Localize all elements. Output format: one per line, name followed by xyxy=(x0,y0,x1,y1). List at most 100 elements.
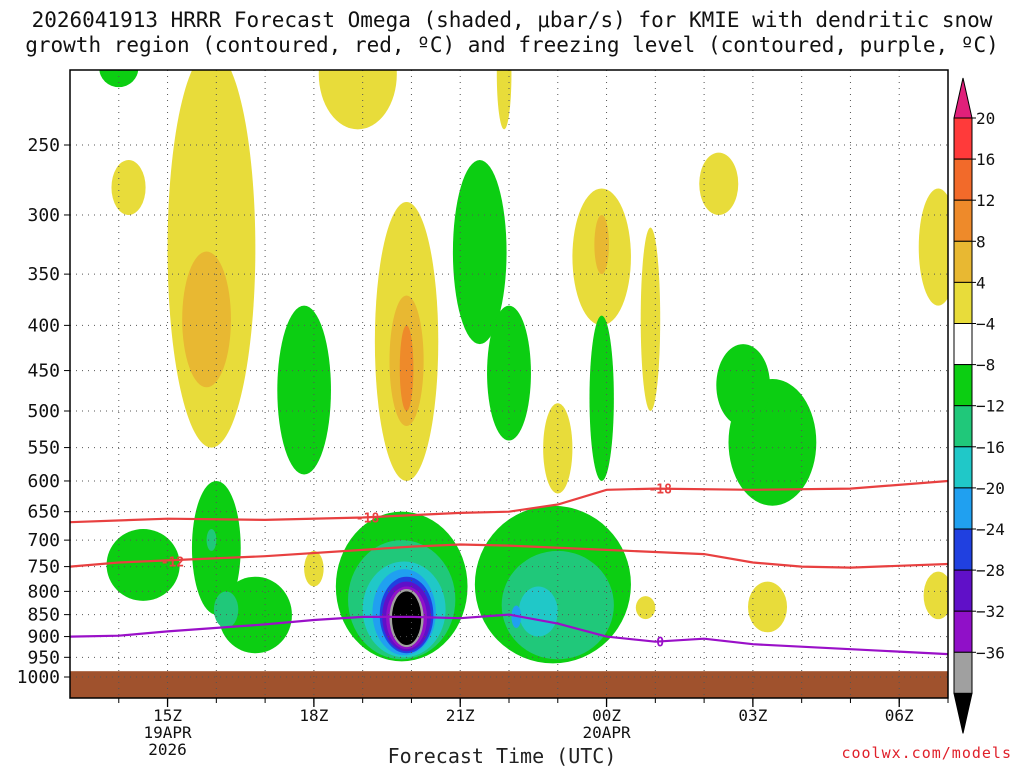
omega-cyan-area xyxy=(518,586,558,637)
y-tick-label: 650 xyxy=(27,502,60,523)
y-tick-label: 500 xyxy=(27,401,60,422)
omega-orange-area xyxy=(594,214,609,275)
y-tick-label: 450 xyxy=(27,361,60,382)
colorbar-label: −20 xyxy=(976,479,1005,498)
omega-yellow-area xyxy=(640,227,661,411)
contour-labels: -18 -18 -12 0 xyxy=(161,483,672,651)
colorbar-label: −8 xyxy=(976,356,995,375)
omega-green-area xyxy=(277,305,331,475)
y-axis: 2503003504004505005506006507007508008509… xyxy=(17,135,70,688)
omega-green-area xyxy=(589,315,614,481)
omega-teal-area xyxy=(501,550,614,660)
x-tick-label: 2026 xyxy=(148,740,187,759)
omega-green-area xyxy=(487,305,531,441)
y-tick-label: 550 xyxy=(27,438,60,459)
colorbar-segment xyxy=(953,364,973,407)
colorbar-arrow-bottom xyxy=(953,692,973,734)
contour-line xyxy=(70,479,948,524)
colorbar-segment xyxy=(953,281,973,324)
colorbar: 20 16 12 8 4 −4 −8 −12 −16 −20 −24 −28 −32 −36 xyxy=(953,77,1005,734)
ground-layer xyxy=(70,671,948,698)
omega-teal-area xyxy=(213,591,239,628)
omega-yellow-area xyxy=(111,160,146,215)
colorbar-label: 8 xyxy=(976,232,986,251)
omega-green-area xyxy=(99,70,139,88)
y-tick-label: 700 xyxy=(27,530,60,551)
colorbar-segment xyxy=(953,487,973,530)
colorbar-arrow-top xyxy=(953,77,973,119)
omega-yellow-area xyxy=(318,70,397,130)
omega-green-area xyxy=(716,344,770,427)
omega-green-area xyxy=(218,576,292,654)
colorbar-segment xyxy=(953,117,973,160)
temperature-contours xyxy=(70,479,948,656)
y-tick-label: 250 xyxy=(27,135,60,156)
colorbar-segment xyxy=(953,323,973,366)
x-tick-label: 20APR xyxy=(582,723,631,742)
y-tick-label: 900 xyxy=(27,627,60,648)
x-tick-label: 15Z xyxy=(153,706,182,725)
colorbar-label: 12 xyxy=(976,191,995,210)
omega-teal-area xyxy=(206,528,217,551)
x-tick-label: 18Z xyxy=(299,706,328,725)
omega-yellow-area xyxy=(923,571,948,620)
x-tick-label: 19APR xyxy=(143,723,192,742)
colorbar-label: −28 xyxy=(976,561,1005,580)
omega-yellow-area xyxy=(748,581,788,633)
colorbar-label: 16 xyxy=(976,150,995,169)
colorbar-label: −12 xyxy=(976,397,1005,416)
colorbar-segment xyxy=(953,405,973,448)
x-axis-title: Forecast Time (UTC) xyxy=(387,744,617,768)
credit-link[interactable]: coolwx.com/models xyxy=(841,744,1012,762)
y-tick-label: 750 xyxy=(27,557,60,578)
omega-green-area xyxy=(191,480,241,615)
contour-label: -18 xyxy=(356,512,380,527)
chart-title-line-2: growth region (contoured, red, ºC) and f… xyxy=(25,33,999,57)
omega-yellow-area xyxy=(167,70,256,448)
y-tick-label: 950 xyxy=(27,647,60,668)
colorbar-segment xyxy=(953,446,973,489)
y-tick-label: 600 xyxy=(27,471,60,492)
colorbar-segment xyxy=(953,651,973,694)
colorbar-segment xyxy=(953,158,973,201)
omega-yellow-area xyxy=(918,188,948,306)
omega-dark-orange-area xyxy=(399,325,414,411)
colorbar-segment xyxy=(953,610,973,653)
omega-green-area xyxy=(452,160,507,345)
colorbar-label: −24 xyxy=(976,520,1005,539)
colorbar-segment xyxy=(953,569,973,612)
contour-label: 0 xyxy=(656,636,664,651)
omega-green-area xyxy=(106,528,180,601)
omega-orange-area xyxy=(182,251,231,388)
omega-yellow-area xyxy=(496,70,512,130)
colorbar-label: 20 xyxy=(976,109,995,128)
x-tick-label: 06Z xyxy=(885,706,914,725)
y-tick-label: 350 xyxy=(27,264,60,285)
colorbar-label: −32 xyxy=(976,602,1005,621)
x-tick-label: 00Z xyxy=(592,706,621,725)
contour-line xyxy=(70,543,948,569)
colorbar-segment xyxy=(953,240,973,283)
y-tick-label: 1000 xyxy=(17,667,60,688)
colorbar-label: 4 xyxy=(976,273,986,292)
y-tick-label: 300 xyxy=(27,205,60,226)
colorbar-label: −36 xyxy=(976,643,1005,662)
y-tick-label: 850 xyxy=(27,605,60,626)
colorbar-label: −16 xyxy=(976,438,1005,457)
contour-label: -12 xyxy=(161,555,184,570)
contour-line xyxy=(70,613,948,656)
colorbar-label: −4 xyxy=(976,315,995,334)
omega-black-area xyxy=(391,591,422,646)
colorbar-segment xyxy=(953,528,973,571)
y-tick-label: 400 xyxy=(27,315,60,336)
chart-title-line-1: 2026041913 HRRR Forecast Omega (shaded, … xyxy=(31,8,993,32)
contour-label: -18 xyxy=(648,483,672,498)
x-tick-label: 03Z xyxy=(738,706,767,725)
y-tick-label: 800 xyxy=(27,581,60,602)
omega-yellow-area xyxy=(635,596,656,620)
x-tick-label: 21Z xyxy=(446,706,475,725)
colorbar-segment xyxy=(953,199,973,242)
omega-yellow-area xyxy=(699,152,739,215)
